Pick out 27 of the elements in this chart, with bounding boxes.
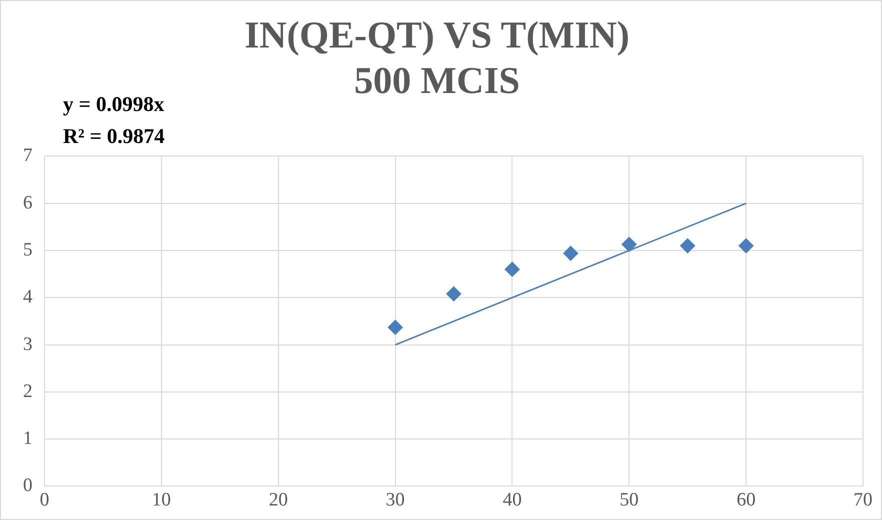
- x-tick-label: 0: [40, 490, 50, 511]
- text: R² = 0.9874: [63, 124, 166, 148]
- point: [504, 262, 520, 277]
- y-tick-label: 7: [23, 145, 32, 166]
- y-tick-label: 2: [23, 380, 32, 402]
- point: [738, 238, 754, 254]
- y-tick-label: 0: [23, 475, 32, 496]
- point: [388, 320, 403, 335]
- x-tick-label: 60: [736, 490, 756, 511]
- point: [680, 238, 696, 254]
- chart-subtitle: 500 MCIS: [354, 60, 520, 102]
- x-tick-label: 20: [268, 490, 288, 511]
- x-tick-label: 30: [386, 490, 405, 511]
- y-tick-label: 5: [23, 239, 32, 260]
- x-tick-label: 10: [152, 490, 171, 511]
- point: [446, 286, 462, 302]
- y-tick-label: 6: [23, 192, 32, 214]
- y-tick-label: 3: [23, 334, 32, 355]
- x-tick-label: 70: [854, 490, 872, 511]
- text: y = 0.0998x: [63, 92, 165, 116]
- x-tick-label: 50: [620, 490, 639, 511]
- x-tick-label: 40: [502, 490, 522, 511]
- point: [622, 236, 637, 252]
- point: [563, 246, 578, 261]
- y-tick-label: 1: [23, 428, 32, 450]
- chart-title: IN(QE-QT) VS T(MIN): [244, 14, 630, 57]
- y-tick-label: 4: [23, 286, 33, 308]
